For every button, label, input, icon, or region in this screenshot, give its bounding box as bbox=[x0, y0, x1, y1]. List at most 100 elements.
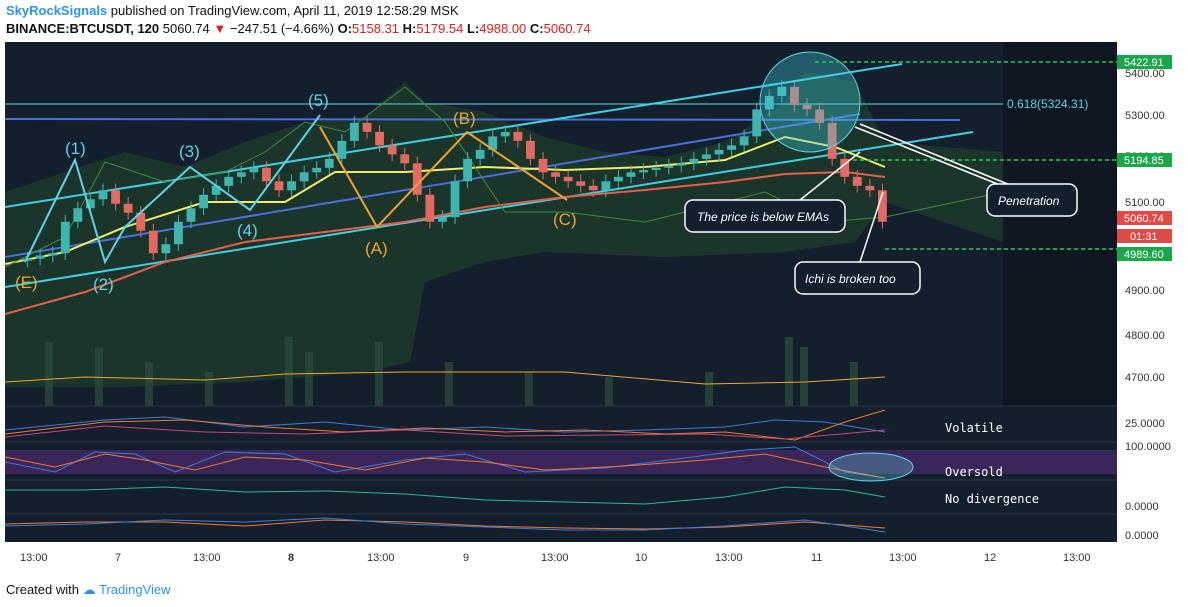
candle-body bbox=[614, 176, 623, 182]
candle-body bbox=[500, 131, 510, 137]
time-tick: 13:00 bbox=[1063, 552, 1091, 564]
candle-body bbox=[425, 194, 435, 222]
symbol-name: BINANCE:BTCUSDT, 120 bbox=[6, 21, 160, 36]
candle-body bbox=[86, 199, 95, 209]
price-tags: 5422.91 5194.85 5060.74 01:31 4989.60 bbox=[1117, 55, 1172, 261]
time-tick: 13:00 bbox=[715, 552, 743, 564]
low-label: L: bbox=[467, 21, 480, 36]
vol-line-orange bbox=[5, 409, 886, 441]
time-tick: 13:00 bbox=[889, 552, 917, 564]
label-oversold: Oversold bbox=[945, 465, 1003, 479]
resistance-line[interactable] bbox=[5, 118, 961, 121]
price-tick: 4800.00 bbox=[1125, 330, 1165, 342]
candle-body bbox=[450, 181, 460, 218]
div-tick: 0.0000 bbox=[1125, 501, 1159, 513]
candle-body bbox=[262, 167, 271, 182]
close-value: 5060.74 bbox=[543, 21, 591, 36]
candle-body bbox=[538, 158, 548, 173]
price-chart[interactable]: 0.618(5324.31) (1) (2) (3) (4) (5) (E) (… bbox=[5, 42, 1183, 570]
candle-body bbox=[186, 208, 196, 222]
vol-line-pink bbox=[5, 425, 886, 440]
symbol-line: BINANCE:BTCUSDT, 120 5060.74 ▼ −247.51 (… bbox=[6, 21, 591, 36]
candle-body bbox=[827, 122, 837, 159]
candle-body bbox=[48, 253, 58, 256]
indicator-labels: Volatile Oversold No divergence bbox=[945, 421, 1039, 506]
volume-ma bbox=[5, 371, 886, 385]
price-tick: 5400.00 bbox=[1125, 68, 1165, 80]
fib-label: 0.618(5324.31) bbox=[1007, 97, 1088, 111]
candle-body bbox=[475, 149, 485, 159]
price-tick: 5300.00 bbox=[1125, 110, 1165, 122]
candle-body bbox=[526, 140, 535, 159]
time-tick: 10 bbox=[635, 552, 647, 564]
candle-body bbox=[488, 136, 498, 150]
high-value: 5179.54 bbox=[416, 21, 464, 36]
candle-body bbox=[324, 158, 334, 168]
candle-body bbox=[136, 212, 146, 231]
candle-body bbox=[802, 104, 812, 110]
candle-body bbox=[350, 122, 359, 141]
channel-mid[interactable] bbox=[5, 113, 861, 258]
close-label: C: bbox=[529, 21, 544, 36]
correction-wave-path bbox=[319, 126, 568, 229]
tag-low: 4989.60 bbox=[1124, 249, 1164, 261]
candle-body bbox=[123, 203, 133, 213]
time-axis[interactable]: 13:00 7 13:00 8 13:00 9 13:00 10 13:00 1… bbox=[20, 552, 1091, 564]
time-tick: 11 bbox=[811, 552, 822, 564]
candle-body bbox=[752, 109, 762, 137]
candle-body bbox=[551, 172, 560, 177]
candle-body bbox=[865, 185, 875, 191]
candle-body bbox=[601, 181, 611, 191]
last-tick: 0.0000 bbox=[1125, 530, 1159, 542]
ichimoku-cloud bbox=[5, 72, 1003, 387]
candle-body bbox=[588, 185, 598, 191]
candle-body bbox=[815, 109, 824, 123]
osc-orange bbox=[5, 519, 886, 530]
price-tick: 4900.00 bbox=[1125, 285, 1165, 297]
callout-penetration-text: Penetration bbox=[998, 194, 1060, 208]
candle-body bbox=[702, 154, 711, 159]
candle-body bbox=[764, 95, 774, 110]
tag-last: 5060.74 bbox=[1124, 213, 1164, 225]
ema-slow bbox=[5, 170, 886, 315]
candle-body bbox=[563, 176, 573, 182]
price-tick: 5100.00 bbox=[1125, 197, 1165, 209]
callout-ichi-broken: Ichi is broken too bbox=[794, 191, 921, 295]
candles-group bbox=[23, 80, 887, 268]
candle-body bbox=[714, 149, 724, 155]
author-name[interactable]: SkyRockSignals bbox=[6, 3, 108, 18]
wave-label-1: (1) bbox=[65, 139, 86, 158]
oversold-highlight bbox=[828, 452, 914, 482]
stoch-d bbox=[5, 453, 886, 479]
candle-body bbox=[651, 167, 661, 171]
impulse-wave-path bbox=[24, 114, 321, 265]
macd-line bbox=[5, 486, 886, 505]
candle-body bbox=[362, 122, 372, 132]
wave-label-a: (A) bbox=[365, 239, 388, 258]
candle-body bbox=[664, 165, 674, 168]
time-tick: 13:00 bbox=[541, 552, 569, 564]
wave-label-4: (4) bbox=[237, 221, 258, 240]
wave-label-5: (5) bbox=[308, 91, 329, 110]
peak-highlight bbox=[759, 51, 861, 153]
candle-body bbox=[412, 163, 422, 195]
time-tick: 12 bbox=[984, 552, 996, 564]
volume-bars bbox=[45, 337, 858, 406]
candle-body bbox=[639, 170, 648, 173]
candle-body bbox=[777, 86, 787, 96]
candle-body bbox=[174, 221, 183, 245]
candle-body bbox=[274, 181, 284, 191]
time-tick: 9 bbox=[463, 552, 469, 564]
candle-body bbox=[249, 167, 259, 173]
tag-timer: 01:31 bbox=[1130, 231, 1158, 243]
time-tick: 7 bbox=[115, 552, 121, 564]
candle-body bbox=[299, 172, 309, 182]
future-area bbox=[1003, 42, 1117, 406]
tag-high: 5422.91 bbox=[1124, 57, 1164, 69]
candle-body bbox=[438, 217, 447, 222]
last-price: 5060.74 bbox=[162, 21, 210, 36]
publish-line: SkyRockSignals published on TradingView.… bbox=[6, 3, 459, 18]
price-change: −247.51 (−4.66%) bbox=[229, 21, 334, 36]
tradingview-brand[interactable]: TradingView bbox=[99, 582, 171, 597]
candle-body bbox=[878, 190, 887, 222]
